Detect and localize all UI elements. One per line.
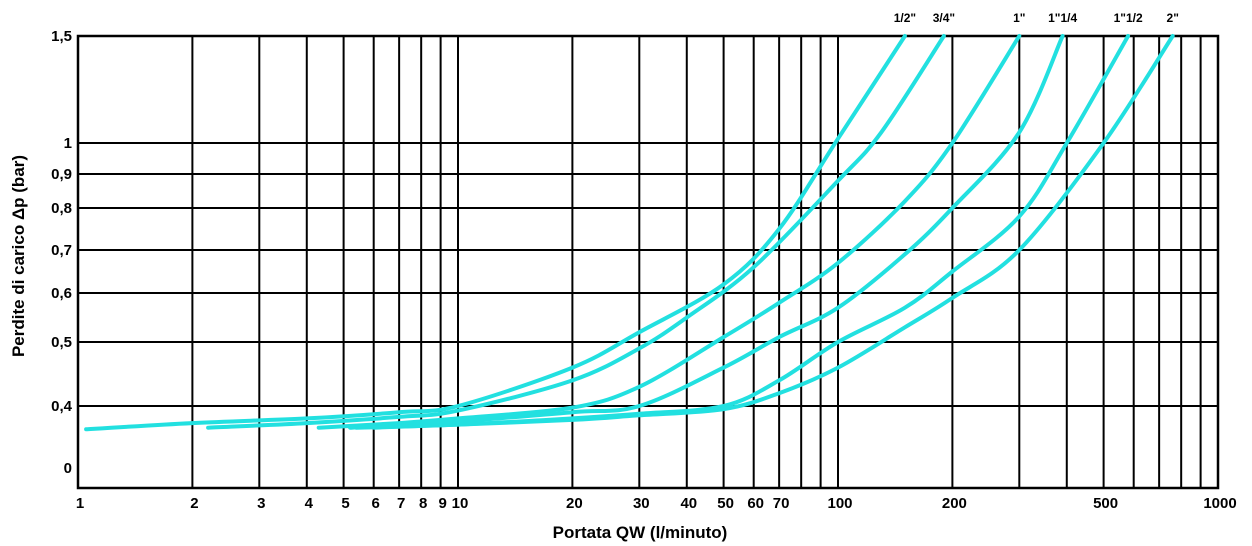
- y-tick-label: 0,9: [51, 166, 72, 183]
- y-tick-label: 1,5: [51, 28, 72, 45]
- series-line-5: [354, 34, 1131, 430]
- x-tick-label: 7: [397, 495, 405, 512]
- y-tick-label: 1: [64, 135, 72, 152]
- x-tick-label: 4: [305, 495, 314, 512]
- x-tick-label: 60: [747, 495, 764, 512]
- series-line-4: [348, 34, 1065, 430]
- series-line-3: [316, 34, 1022, 430]
- x-axis-title: Portata QW (l/minuto): [553, 523, 728, 542]
- x-tick-label: 50: [717, 495, 734, 512]
- series-line-2: [206, 34, 946, 430]
- x-tick-labels: 1 2 3 4 5 6 7 8 9 10 20 30 40 50 60 70 100 200 500 1000: [76, 495, 1237, 512]
- x-tick-label: 10: [452, 495, 469, 512]
- series-label-4: 1"1/4: [1048, 11, 1077, 25]
- x-tick-label: 1: [76, 495, 84, 512]
- x-tick-label: 70: [773, 495, 790, 512]
- y-axis-title: Perdite di carico Δp (bar): [9, 155, 28, 357]
- series-label-5: 1"1/2: [1114, 11, 1143, 25]
- x-tick-label: 8: [419, 495, 427, 512]
- x-tick-label: 1000: [1203, 495, 1236, 512]
- x-tick-label: 30: [633, 495, 650, 512]
- y-tick-labels: 0 0,4 0,5 0,6 0,7 0,8 0,9 1 1,5: [51, 28, 73, 477]
- series-label-6: 2": [1167, 11, 1179, 25]
- x-tick-label: 500: [1093, 495, 1118, 512]
- x-tick-label: 5: [341, 495, 349, 512]
- series-line-6: [371, 34, 1175, 430]
- series-label-1: 1/2": [894, 11, 916, 25]
- grid-layer: [78, 36, 1218, 488]
- series-labels: 1/2" 3/4" 1" 1"1/4 1"1/2 2": [894, 11, 1179, 25]
- x-tick-label: 100: [827, 495, 852, 512]
- x-tick-label: 3: [257, 495, 265, 512]
- y-tick-label: 0,8: [51, 200, 72, 217]
- series-label-3: 1": [1013, 11, 1025, 25]
- series-label-2: 3/4": [933, 11, 955, 25]
- y-tick-label: 0,7: [51, 242, 72, 259]
- x-tick-label: 6: [372, 495, 380, 512]
- series-line-1: [84, 34, 907, 432]
- y-tick-label: 0,6: [51, 285, 72, 302]
- y-tick-label: 0,4: [51, 398, 73, 415]
- x-tick-label: 9: [438, 495, 446, 512]
- x-tick-label: 2: [190, 495, 198, 512]
- curve-layer: [84, 34, 1175, 432]
- x-tick-label: 20: [566, 495, 583, 512]
- y-tick-label: 0: [64, 460, 72, 477]
- x-tick-label: 40: [680, 495, 697, 512]
- x-tick-label: 200: [942, 495, 967, 512]
- y-tick-label: 0,5: [51, 334, 72, 351]
- plot-frame: [76, 34, 1220, 490]
